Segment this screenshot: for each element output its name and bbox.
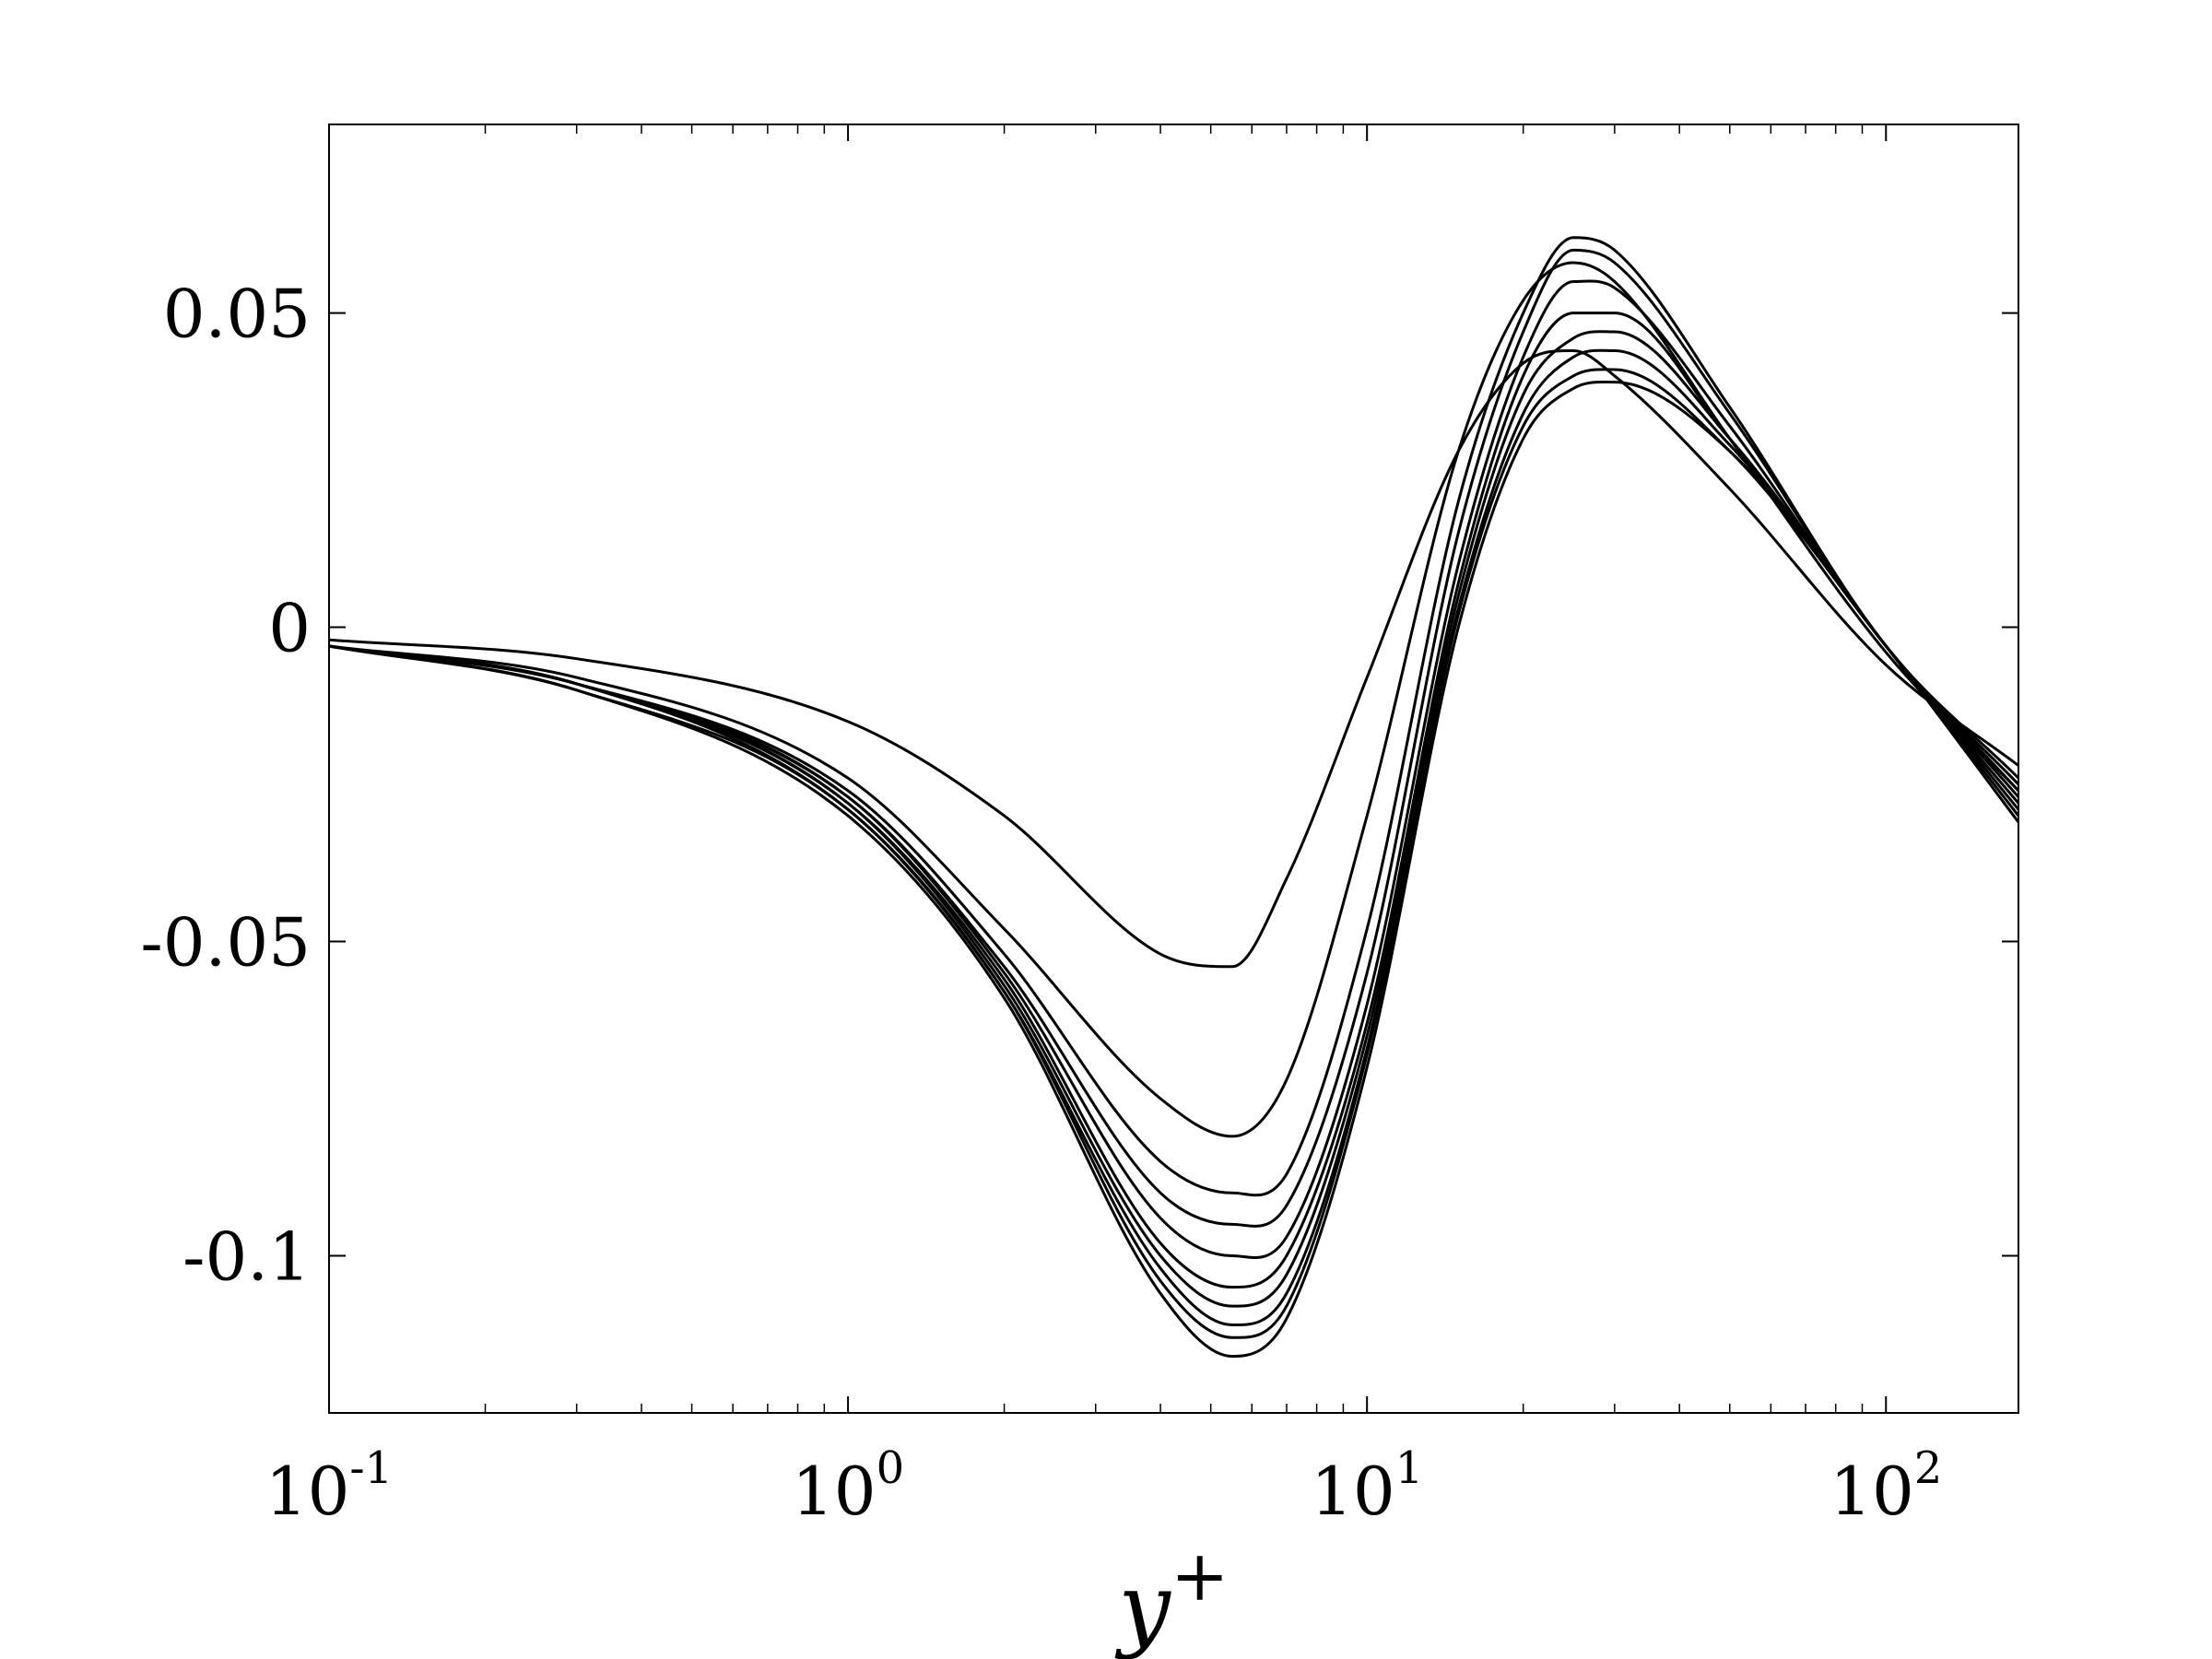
- x-axis-label-main: y: [1114, 1553, 1171, 1659]
- x-tick-labels: 10-1 100 101 102: [265, 1442, 1943, 1530]
- series-line-3: [328, 236, 2020, 1197]
- y-tick-label: -0.1: [182, 1218, 311, 1296]
- x-axis-label-sup: +: [1171, 1535, 1230, 1617]
- y-tick-label: 0.05: [163, 276, 311, 353]
- series-line-7: [328, 330, 2020, 1308]
- x-tick-label: 10-1: [265, 1442, 393, 1530]
- y-tick-labels: 0.05 0 -0.05 -0.1: [140, 276, 311, 1296]
- y-tick-label: -0.05: [140, 904, 311, 982]
- x-axis-label: y+: [1114, 1535, 1229, 1659]
- series-line-5: [328, 279, 2020, 1259]
- x-tick-label: 102: [1830, 1442, 1942, 1530]
- plot-curves: [328, 236, 2020, 1359]
- series-line-1: [328, 348, 2019, 969]
- series-line-10: [328, 380, 2020, 1359]
- plot-frame: [328, 124, 2019, 1414]
- y-tick-label: 0: [268, 590, 311, 667]
- x-tick-label: 100: [792, 1442, 904, 1530]
- x-tick-label: 101: [1311, 1442, 1423, 1530]
